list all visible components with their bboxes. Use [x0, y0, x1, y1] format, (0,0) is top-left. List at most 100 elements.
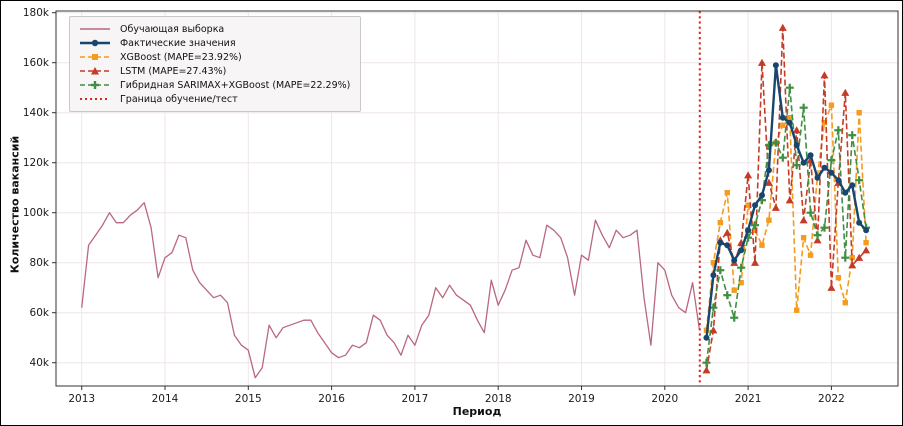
lstm-series-marker [799, 216, 808, 224]
xgboost-series-marker [717, 220, 724, 226]
actual-series-marker [772, 62, 779, 69]
x-tick-label: 2013 [68, 393, 95, 405]
legend-item-lstm-label: LSTM (MAPE=27.43%) [120, 65, 227, 77]
xgboost-series-marker [745, 202, 751, 208]
plot-frame [55, 10, 899, 387]
actual-series-marker [738, 247, 745, 254]
legend-item-actual-label: Фактические значения [120, 37, 236, 49]
lstm-series-marker [751, 258, 760, 266]
x-tick-label: 2019 [568, 393, 595, 405]
actual-series-marker [835, 177, 842, 184]
legend-item-xgboost-sample [80, 54, 110, 60]
xgboost-series-marker [828, 102, 835, 108]
xgboost-series-marker [821, 120, 828, 126]
actual-series-marker [717, 239, 724, 246]
actual-series-marker [731, 257, 738, 264]
xgboost-series-marker [849, 255, 855, 261]
xgboost-series-marker [731, 287, 737, 293]
actual-series-marker [752, 202, 759, 209]
lstm-series-marker [771, 203, 780, 211]
xgboost-series-marker [835, 275, 842, 281]
legend-item-lstm-sample [80, 67, 110, 75]
xgboost-series-marker [807, 252, 814, 258]
y-tick-label: 120k [23, 157, 50, 169]
lstm-series-marker [862, 246, 871, 254]
training-series-line [81, 202, 701, 379]
lstm-series-marker [792, 126, 801, 134]
xgboost-series-marker [787, 115, 793, 121]
lstm-series-marker [744, 171, 753, 179]
lstm-series-marker [813, 236, 822, 244]
x-tick-label: 2014 [152, 393, 179, 405]
actual-series-marker [703, 334, 710, 341]
lstm-series-marker [757, 58, 766, 66]
y-axis-label: Количество вакансий [8, 135, 22, 274]
hybrid-series-line [705, 86, 867, 363]
lstm-series-marker [778, 23, 787, 31]
x-tick-label: 2022 [818, 393, 845, 405]
legend-item-training-sample [80, 28, 110, 30]
legend-item-actual: Фактические значения [78, 36, 350, 50]
chart-legend: Обучающая выборка Фактические значения XGB… [69, 16, 362, 112]
legend-item-training-label: Обучающая выборка [120, 23, 225, 35]
legend-item-actual-sample [80, 39, 110, 47]
legend-item-boundary: Граница обучение/тест [78, 92, 350, 106]
lstm-series-marker [820, 71, 829, 79]
xgboost-series-marker [759, 242, 765, 248]
xgboost-series-marker [710, 260, 717, 266]
legend-item-boundary-label: Граница обучение/тест [120, 93, 238, 105]
x-tick-label: 2017 [402, 393, 429, 405]
lstm-series-marker [841, 88, 850, 96]
x-tick-label: 2016 [318, 393, 345, 405]
y-tick-label: 80k [30, 257, 50, 269]
actual-series-marker [800, 159, 807, 166]
legend-item-xgboost-label: XGBoost (MAPE=23.92%) [120, 51, 242, 63]
actual-series-marker [779, 114, 786, 121]
actual-series-marker [786, 119, 793, 126]
xgboost-series-marker [793, 307, 800, 313]
x-axis-label: Период [452, 405, 502, 418]
actual-series-marker [793, 142, 800, 149]
legend-item-training: Обучающая выборка [78, 22, 350, 36]
legend-item-hybrid-label: Гибридная SARIMAX+XGBoost (MAPE=22.29%) [120, 79, 351, 91]
actual-series-marker [856, 219, 863, 226]
legend-item-hybrid: Гибридная SARIMAX+XGBoost (MAPE=22.29%) [78, 78, 350, 92]
lstm-series-marker [723, 228, 732, 236]
xgboost-series-marker [766, 217, 772, 223]
legend-item-boundary-sample [80, 98, 110, 100]
xgboost-series-marker [842, 300, 848, 306]
x-tick-label: 2021 [735, 393, 762, 405]
actual-series-marker [807, 152, 814, 159]
actual-series-marker [821, 164, 828, 171]
x-tick-label: 2015 [235, 393, 262, 405]
y-tick-label: 180k [23, 7, 50, 19]
xgboost-series-marker [856, 110, 862, 116]
y-tick-label: 160k [23, 57, 50, 69]
y-tick-label: 100k [23, 207, 50, 219]
x-tick-label: 2018 [485, 393, 512, 405]
actual-series-marker [849, 182, 856, 189]
lstm-series-marker [855, 253, 864, 261]
lstm-series-marker [827, 283, 836, 291]
actual-series-marker [842, 189, 849, 196]
lstm-series-marker [709, 326, 718, 334]
y-tick-label: 60k [30, 307, 50, 319]
actual-series-marker [758, 192, 765, 199]
xgboost-series-marker [780, 122, 786, 128]
lstm-series-marker [702, 366, 711, 374]
actual-series-marker [814, 174, 821, 181]
actual-series-marker [765, 167, 772, 174]
y-tick-label: 140k [23, 107, 50, 119]
actual-series-marker [745, 227, 752, 234]
y-tick-label: 40k [30, 357, 50, 369]
x-tick-label: 2020 [651, 393, 678, 405]
legend-item-lstm: LSTM (MAPE=27.43%) [78, 64, 350, 78]
xgboost-series-marker [724, 190, 730, 196]
legend-item-xgboost: XGBoost (MAPE=23.92%) [78, 50, 350, 64]
actual-series-marker [828, 169, 835, 176]
lstm-series-marker [785, 196, 794, 204]
xgboost-series-marker [863, 240, 869, 246]
lstm-series-marker [764, 178, 773, 186]
xgboost-series-marker [752, 227, 758, 233]
